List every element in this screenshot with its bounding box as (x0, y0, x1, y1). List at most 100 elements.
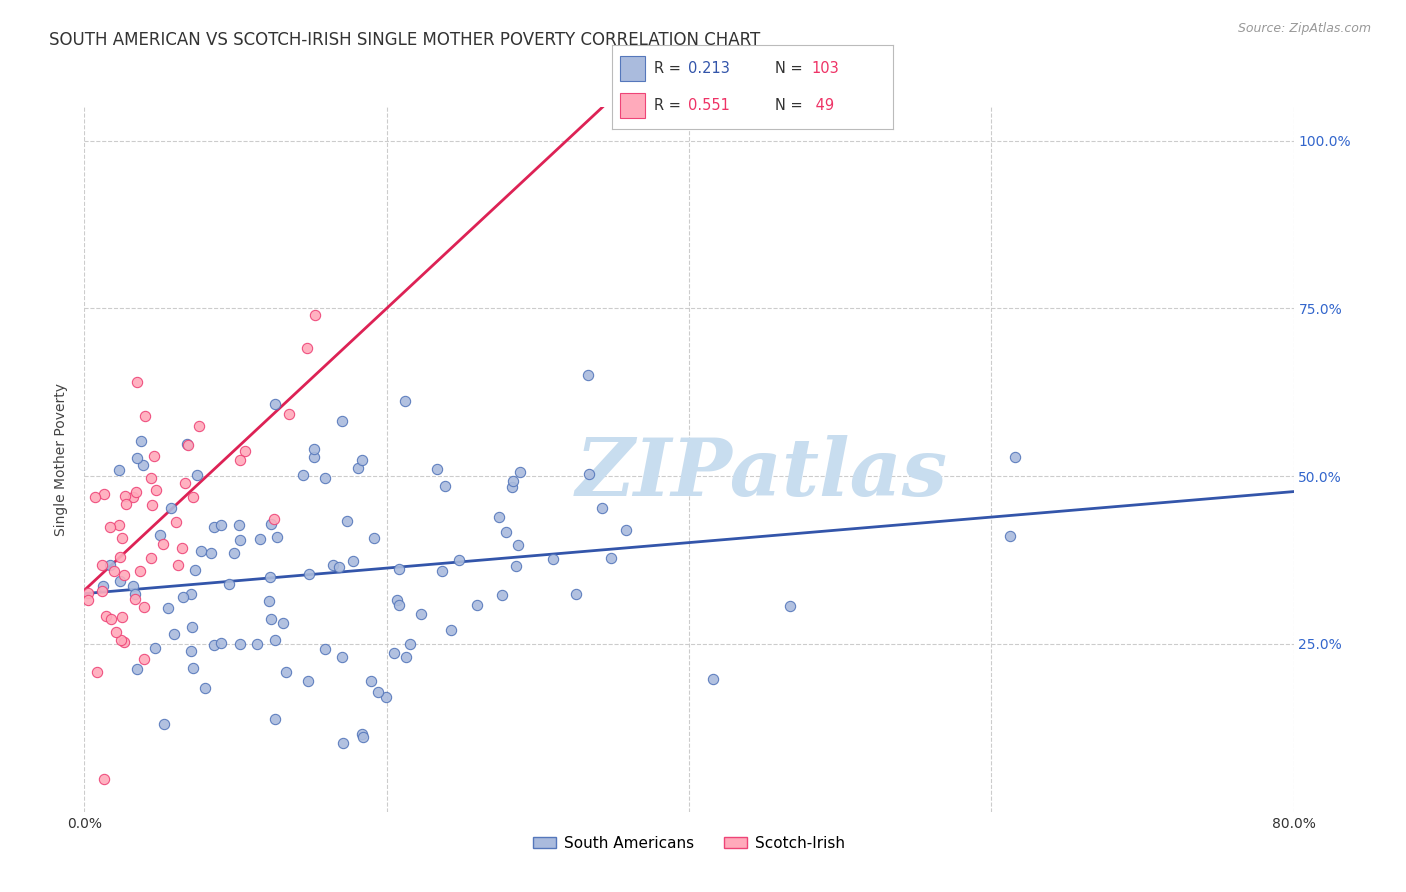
Point (180, 587, 202, 601)
Point (292, 468, 315, 483)
Point (143, 640, 166, 655)
Point (183, 661, 205, 675)
Point (375, 690, 398, 704)
Point (229, 637, 252, 651)
Point (260, 612, 283, 626)
Point (388, 598, 411, 612)
Y-axis label: Single Mother Poverty: Single Mother Poverty (55, 383, 69, 536)
Point (264, 397, 287, 411)
Point (322, 558, 344, 572)
Point (98, 520, 121, 534)
Point (314, 471, 336, 485)
Point (209, 517, 232, 532)
Point (129, 434, 152, 449)
Point (124, 587, 146, 601)
Point (115, 497, 138, 511)
Point (342, 554, 364, 568)
Point (96, 609, 118, 624)
Point (108, 463, 131, 477)
Point (145, 483, 167, 497)
Point (108, 517, 131, 532)
Point (134, 409, 156, 423)
Point (91, 558, 114, 572)
Point (277, 407, 299, 421)
Point (100, 612, 122, 626)
Point (998, 528, 1021, 542)
Point (127, 661, 149, 675)
Point (233, 444, 256, 458)
Point (779, 599, 801, 614)
Text: N =: N = (775, 61, 807, 76)
Point (202, 520, 225, 534)
Point (177, 438, 200, 452)
Text: 49: 49 (811, 98, 834, 113)
Point (505, 558, 527, 573)
Point (501, 480, 523, 494)
Point (266, 530, 288, 544)
Legend: South Americans, Scotch-Irish: South Americans, Scotch-Irish (527, 830, 851, 857)
Point (332, 736, 354, 750)
Point (382, 647, 405, 661)
Point (173, 475, 195, 490)
Point (91, 579, 114, 593)
Point (186, 468, 208, 483)
Point (259, 570, 281, 584)
Point (330, 414, 353, 428)
Point (263, 512, 285, 526)
Point (352, 730, 374, 744)
Point (187, 418, 209, 433)
Point (426, 462, 449, 476)
Point (229, 453, 252, 467)
Point (83, 490, 105, 504)
Point (114, 489, 136, 503)
Point (363, 531, 385, 545)
Point (447, 553, 470, 567)
Text: 103: 103 (811, 61, 839, 76)
Point (132, 652, 155, 666)
Point (228, 518, 250, 533)
Point (249, 532, 271, 546)
Point (298, 567, 321, 582)
Point (360, 673, 382, 688)
Text: Source: ZipAtlas.com: Source: ZipAtlas.com (1237, 22, 1371, 36)
Point (183, 562, 205, 576)
Point (181, 620, 204, 634)
Point (330, 650, 353, 665)
Point (600, 550, 623, 565)
Point (190, 544, 212, 558)
Point (86, 665, 108, 680)
Point (257, 594, 280, 608)
Point (176, 436, 198, 450)
Point (125, 484, 148, 499)
Point (297, 673, 319, 688)
Point (143, 450, 166, 464)
Point (170, 541, 193, 556)
Point (200, 546, 222, 560)
Point (149, 528, 172, 542)
Point (465, 598, 488, 612)
Point (304, 442, 326, 457)
Point (181, 490, 204, 504)
Point (509, 465, 531, 479)
Point (194, 681, 217, 696)
Point (432, 564, 454, 578)
Point (565, 587, 588, 601)
Point (121, 490, 143, 504)
Point (160, 501, 183, 516)
Point (108, 550, 131, 565)
Point (385, 592, 408, 607)
Point (124, 591, 146, 606)
Point (302, 450, 325, 465)
Point (304, 308, 326, 322)
Point (367, 685, 389, 699)
Bar (620, 55, 645, 81)
Point (162, 627, 184, 641)
Bar (620, 93, 645, 119)
Point (702, 672, 724, 686)
Point (440, 624, 463, 638)
Point (264, 632, 287, 647)
Point (578, 467, 600, 481)
Point (218, 577, 240, 591)
Text: N =: N = (775, 98, 807, 113)
Point (93, 486, 115, 500)
